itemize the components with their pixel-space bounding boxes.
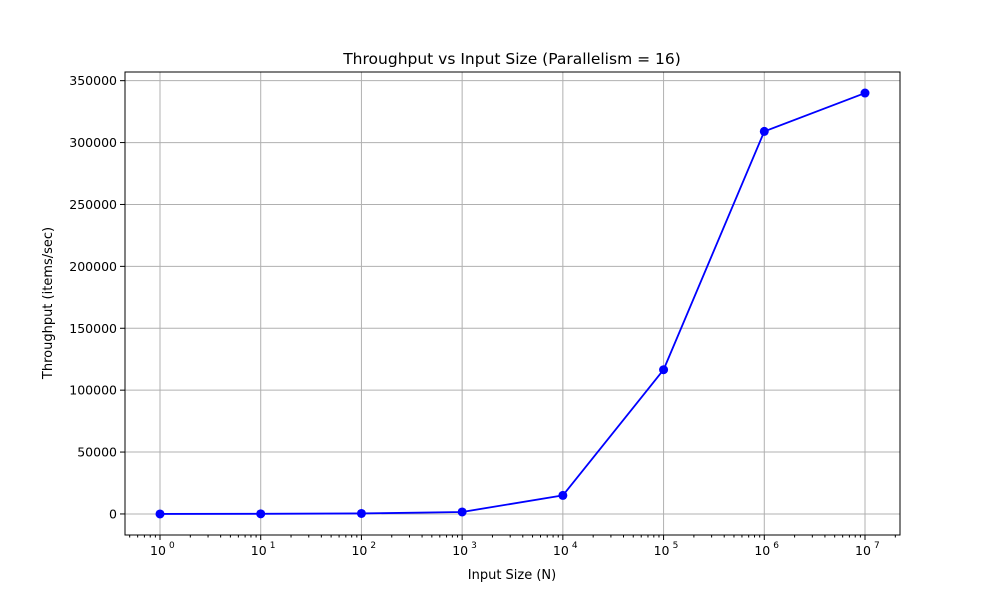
data-point [860, 88, 870, 98]
axis-ticks: 10 0 10 1 10 2 10 3 10 4 10 5 10 6 10 70500001000001500… [69, 73, 896, 558]
x-tick-label: 10 [452, 543, 468, 558]
data-point [558, 490, 568, 500]
data-point [155, 509, 165, 519]
x-tick-label-exponent: 1 [270, 541, 276, 551]
x-tick-label-exponent: 7 [874, 541, 880, 551]
y-tick-label: 200000 [69, 259, 117, 274]
x-tick-label-exponent: 5 [673, 541, 679, 551]
data-point [256, 509, 266, 519]
x-tick-label-exponent: 2 [370, 541, 376, 551]
y-tick-label: 50000 [77, 445, 117, 460]
plot-frame [124, 71, 901, 536]
y-tick-label: 250000 [69, 197, 117, 212]
x-tick-label-exponent: 0 [169, 541, 175, 551]
data-point [356, 508, 366, 518]
chart-title: Throughput vs Input Size (Parallelism = … [342, 50, 681, 68]
x-tick-label: 10 [754, 543, 770, 558]
y-tick-label: 350000 [69, 73, 117, 88]
grid [125, 72, 900, 535]
x-tick-label-exponent: 6 [773, 541, 779, 551]
x-tick-label-exponent: 4 [572, 541, 578, 551]
y-tick-label: 300000 [69, 135, 117, 150]
data-point [457, 507, 467, 517]
y-tick-label: 0 [109, 506, 117, 521]
x-tick-label: 10 [351, 543, 367, 558]
x-tick-label: 10 [553, 543, 569, 558]
series-layer [155, 88, 870, 519]
y-tick-label: 100000 [69, 383, 117, 398]
x-tick-label: 10 [251, 543, 267, 558]
y-tick-label: 150000 [69, 321, 117, 336]
y-axis-label: Throughput (items/sec) [41, 227, 56, 380]
x-tick-label: 10 [855, 543, 871, 558]
x-tick-label: 10 [654, 543, 670, 558]
x-tick-label-exponent: 3 [471, 541, 477, 551]
data-point [659, 365, 669, 375]
x-axis-label: Input Size (N) [468, 568, 556, 583]
series-line [159, 92, 866, 515]
data-point [759, 126, 769, 136]
x-tick-label: 10 [150, 543, 166, 558]
